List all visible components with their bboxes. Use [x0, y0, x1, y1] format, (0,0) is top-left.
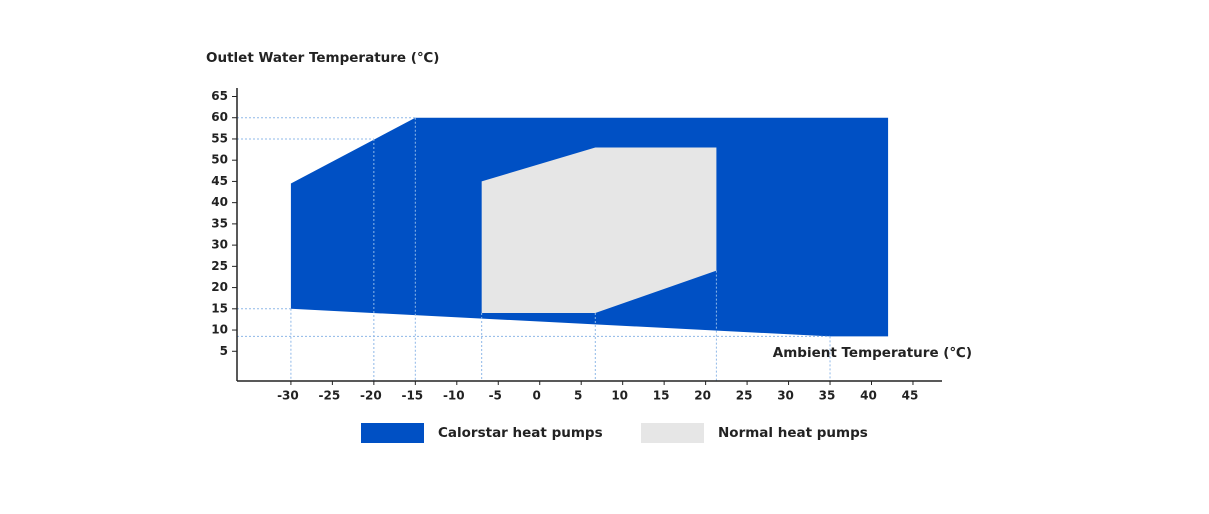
- y-tick-label: 25: [211, 259, 228, 273]
- y-tick-label: 55: [211, 131, 228, 145]
- y-tick-label: 45: [211, 174, 228, 188]
- y-tick-label: 50: [211, 153, 228, 167]
- x-tick-label: 0: [533, 389, 541, 403]
- x-tick-label: -25: [319, 389, 341, 403]
- x-tick-label: 10: [611, 389, 628, 403]
- envelope-area: [481, 147, 717, 314]
- y-tick-label: 20: [211, 280, 228, 294]
- x-tick-label: 5: [574, 389, 582, 403]
- y-tick-label: 15: [211, 301, 228, 315]
- y-tick-label: 60: [211, 110, 228, 124]
- x-tick-label: -5: [489, 389, 502, 403]
- x-tick-label: -10: [443, 389, 465, 403]
- legend-label: Normal heat pumps: [718, 425, 868, 441]
- x-tick-label: -15: [401, 389, 423, 403]
- x-tick-label: 40: [860, 389, 877, 403]
- legend-swatch: [641, 423, 704, 443]
- y-tick-label: 35: [211, 216, 228, 230]
- x-tick-label: 25: [736, 389, 753, 403]
- y-tick-label: 40: [211, 195, 228, 209]
- x-tick-label: 35: [819, 389, 836, 403]
- x-tick-label: -20: [360, 389, 382, 403]
- y-tick-label: 30: [211, 238, 228, 252]
- x-tick-label: 15: [653, 389, 670, 403]
- y-tick-label: 5: [220, 344, 228, 358]
- x-tick-label: 30: [777, 389, 794, 403]
- x-tick-label: 45: [902, 389, 919, 403]
- y-tick-label: 65: [211, 89, 228, 103]
- y-axis-title: Outlet Water Temperature (℃): [206, 50, 439, 66]
- y-tick-label: 10: [211, 323, 228, 337]
- x-tick-label: 20: [694, 389, 711, 403]
- legend-swatch: [361, 423, 424, 443]
- x-tick-label: -30: [277, 389, 299, 403]
- legend-label: Calorstar heat pumps: [438, 425, 603, 441]
- x-axis-title: Ambient Temperature (℃): [773, 345, 972, 361]
